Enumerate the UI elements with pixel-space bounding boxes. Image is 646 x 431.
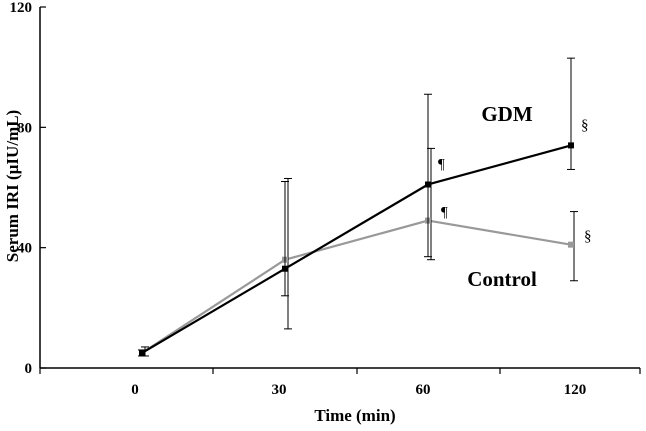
- x-tick-label: 120: [564, 382, 587, 398]
- y-axis-label: Serum IRI (µIU/mL): [3, 110, 22, 262]
- series-layer: ¶ § Control ¶ § GDM: [138, 57, 592, 357]
- series-label: GDM: [481, 102, 533, 126]
- y-tick-label: 120: [10, 0, 33, 16]
- significance-mark: §: [584, 229, 592, 245]
- series-line: [141, 144, 572, 354]
- x-tick-label: 30: [272, 382, 287, 398]
- x-tick-label: 0: [131, 382, 139, 398]
- y-ticks: 0 40 80 120: [10, 0, 46, 377]
- data-point: [425, 181, 431, 188]
- series-line: [141, 219, 572, 354]
- data-point: [282, 265, 288, 272]
- y-tick-label: 0: [25, 361, 33, 377]
- significance-mark: §: [581, 117, 589, 133]
- series-control: ¶ § Control: [139, 147, 592, 357]
- series-label: Control: [467, 267, 537, 291]
- x-axis-label: Time (min): [314, 406, 395, 425]
- data-point: [568, 241, 574, 248]
- axes: [39, 7, 640, 369]
- y-tick-label: 80: [17, 120, 32, 136]
- y-tick-label: 40: [17, 241, 32, 257]
- x-ticks: 0 30 60 120: [39, 368, 641, 398]
- x-tick-label: 60: [416, 382, 431, 398]
- data-point: [139, 349, 145, 356]
- significance-mark: ¶: [441, 205, 448, 221]
- data-point: [568, 142, 574, 149]
- series-gdm: ¶ § GDM: [138, 57, 589, 357]
- significance-mark: ¶: [438, 156, 445, 172]
